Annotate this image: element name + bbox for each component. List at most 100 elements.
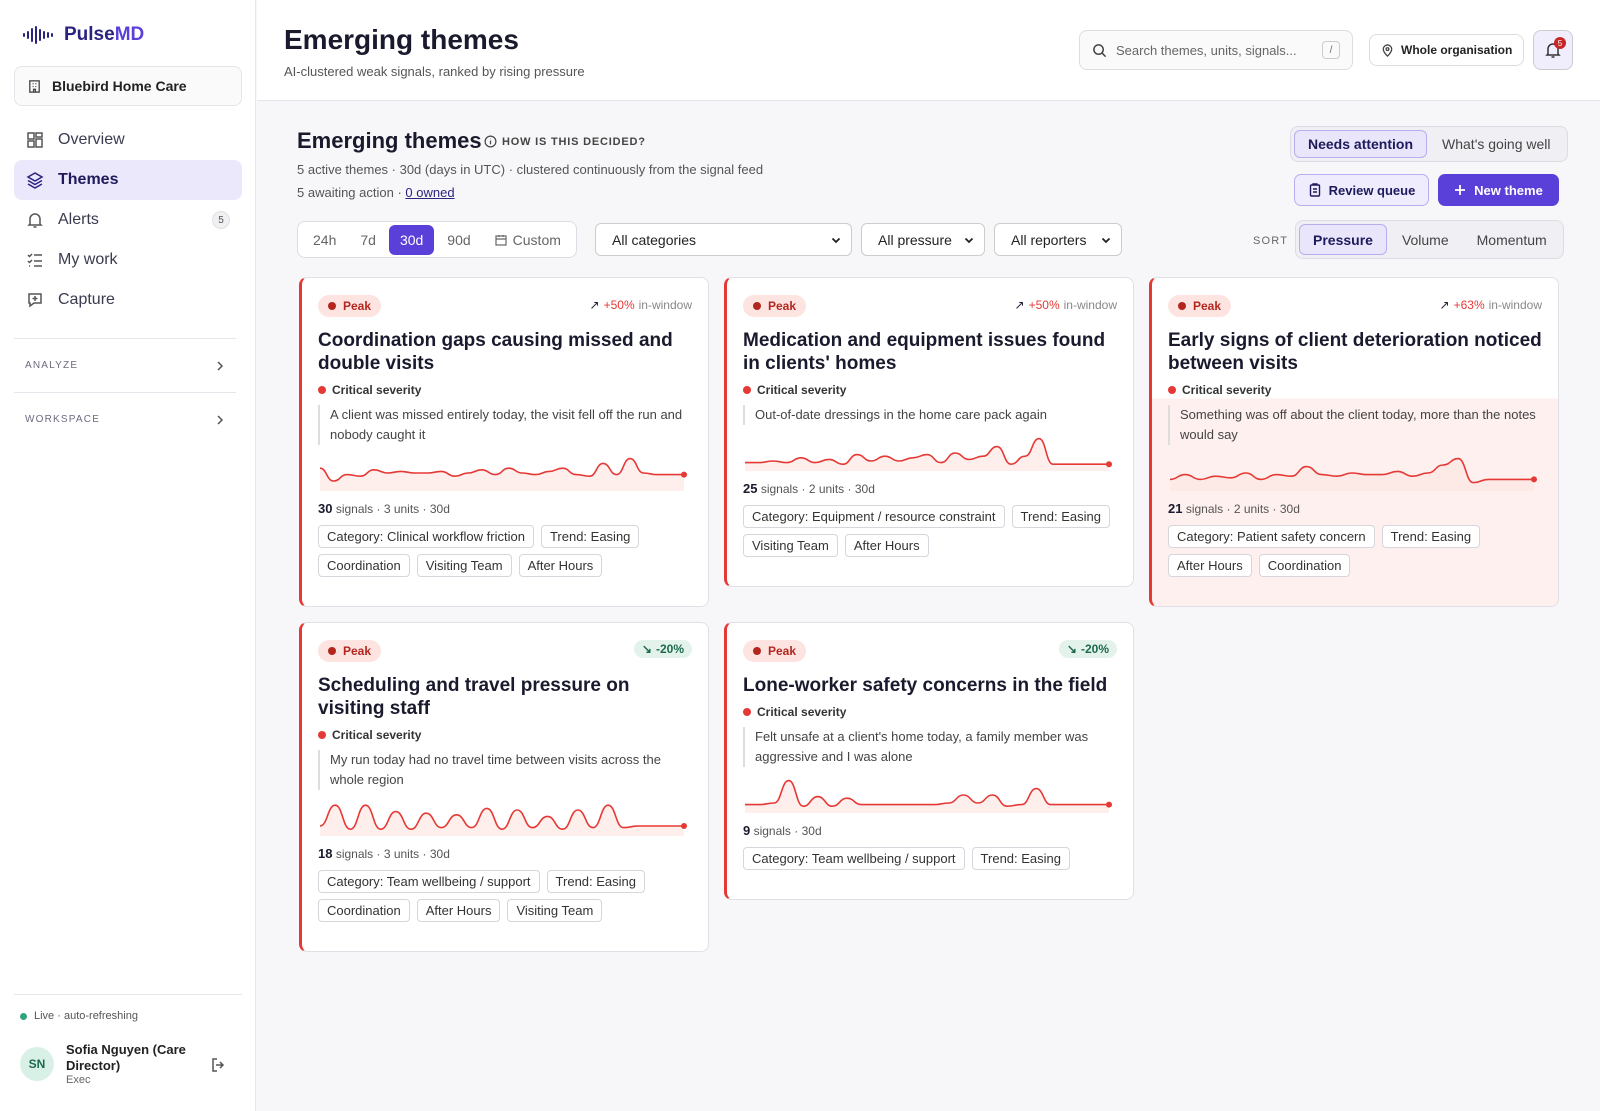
range-90d[interactable]: 90d: [447, 231, 471, 248]
theme-tag[interactable]: Visiting Team: [743, 534, 838, 557]
scope-selector[interactable]: Whole organisation: [1369, 34, 1525, 66]
theme-title[interactable]: Early signs of client deterioration noti…: [1168, 330, 1542, 374]
theme-tag[interactable]: Category: Team wellbeing / support: [318, 870, 540, 893]
divider: [14, 994, 242, 995]
trend-indicator: ↘ -20%: [1058, 640, 1117, 658]
sidebar-nav: Overview Themes Alerts 5 My work Capture: [14, 120, 242, 320]
range-custom-label: Custom: [512, 231, 561, 248]
theme-card[interactable]: Peak ↗ +63% in-window Early signs of client …: [1149, 277, 1559, 607]
theme-tag[interactable]: Category: Patient safety concern: [1168, 525, 1375, 548]
range-7d[interactable]: 7d: [360, 231, 376, 248]
section-analyze[interactable]: ANALYZE: [14, 338, 236, 392]
notification-count-badge: 5: [1554, 37, 1566, 49]
sparkline-line: [319, 457, 684, 482]
live-dot-icon: [20, 1012, 27, 1020]
sort-volume[interactable]: Volume: [1401, 231, 1449, 248]
sidebar-item-label: Themes: [58, 171, 119, 188]
new-theme-button[interactable]: New theme: [1438, 174, 1559, 206]
how-decided-link[interactable]: HOW IS THIS DECIDED?: [484, 135, 646, 148]
sidebar-item-label: Overview: [58, 131, 125, 148]
theme-tag[interactable]: Category: Clinical workflow friction: [318, 525, 534, 548]
section-label: ANALYZE: [25, 360, 79, 371]
theme-card[interactable]: Peak ↘ -20% Lone-worker safety concerns in …: [724, 622, 1134, 900]
theme-tag[interactable]: Trend: Easing: [1381, 525, 1481, 548]
sort-pressure[interactable]: Pressure: [1299, 224, 1387, 255]
section-label: WORKSPACE: [25, 414, 101, 425]
theme-tag[interactable]: Category: Equipment / resource constrain…: [743, 505, 1005, 528]
chevron-down-icon: [1101, 237, 1111, 243]
theme-tag[interactable]: After Hours: [844, 534, 929, 557]
range-30d[interactable]: 30d: [388, 224, 435, 255]
theme-card[interactable]: Peak ↗ +50% in-window Medication and equipme…: [724, 277, 1134, 587]
live-text: Live · auto-refreshing: [34, 1010, 138, 1022]
pressure-pill: Peak: [1168, 295, 1232, 317]
theme-tag[interactable]: Coordination: [318, 899, 410, 922]
review-queue-button[interactable]: Review queue: [1294, 174, 1429, 206]
signal-count: 18: [318, 846, 333, 861]
app-logo[interactable]: PulseMD: [22, 24, 144, 46]
reporters-filter[interactable]: All reporters: [994, 223, 1122, 256]
awaiting-meta: 5 awaiting action · 0 owned: [297, 185, 455, 200]
search-shortcut: /: [1322, 41, 1340, 59]
theme-tag[interactable]: Category: Team wellbeing / support: [743, 847, 965, 870]
trend-indicator: ↗ +50% in-window: [590, 298, 692, 312]
section-workspace[interactable]: WORKSPACE: [14, 392, 236, 446]
owned-link[interactable]: 0 owned: [405, 185, 455, 200]
signal-quote: My run today had no travel time between …: [318, 750, 688, 790]
scope-label: Whole organisation: [1401, 43, 1513, 57]
top-bar: Emerging themes AI-clustered weak signal…: [257, 0, 1600, 101]
theme-tag[interactable]: Coordination: [1258, 554, 1351, 577]
user-profile[interactable]: SN Sofia Nguyen (Care Director) Exec: [20, 1042, 206, 1086]
sparkline-area: [745, 780, 1109, 813]
severity-label: Critical severity: [318, 728, 421, 742]
tag-list: Category: Team wellbeing / support Trend:…: [318, 870, 698, 922]
theme-title[interactable]: Coordination gaps causing missed and dou…: [318, 330, 673, 374]
theme-tag[interactable]: After Hours: [518, 554, 603, 577]
sidebar-item-alerts[interactable]: Alerts 5: [14, 200, 242, 240]
theme-tag[interactable]: After Hours: [416, 899, 501, 922]
theme-card[interactable]: Peak ↘ -20% Scheduling and travel pressure …: [299, 622, 709, 952]
sparkline-chart: [745, 437, 1112, 471]
how-decided-text: HOW IS THIS DECIDED?: [502, 135, 646, 148]
theme-tag[interactable]: Visiting Team: [507, 899, 603, 922]
category-filter[interactable]: All categories: [595, 223, 852, 256]
bell-icon: [27, 213, 43, 228]
notifications-button[interactable]: 5: [1533, 30, 1573, 70]
search-input[interactable]: Search themes, units, signals... /: [1079, 30, 1353, 70]
pressure-filter[interactable]: All pressure: [861, 223, 985, 256]
awaiting-text: 5 awaiting action ·: [297, 185, 406, 200]
theme-title[interactable]: Lone-worker safety concerns in the field: [743, 675, 1108, 696]
pressure-pill: Peak: [743, 640, 807, 662]
arrow-up-right-icon: ↗: [1439, 298, 1450, 312]
pressure-pill-label: Peak: [343, 644, 372, 658]
theme-title[interactable]: Scheduling and travel pressure on visiti…: [318, 675, 630, 719]
pressure-dot-icon: [328, 302, 336, 310]
tag-list: Category: Equipment / resource constrain…: [743, 505, 1123, 557]
theme-tag[interactable]: Trend: Easing: [540, 525, 640, 548]
sort-momentum[interactable]: Momentum: [1476, 231, 1547, 248]
theme-tag[interactable]: Trend: Easing: [1011, 505, 1110, 528]
logo-text: Pulse: [64, 24, 115, 45]
theme-tag[interactable]: Coordination: [318, 554, 410, 577]
theme-tag[interactable]: Trend: Easing: [546, 870, 645, 893]
logout-icon[interactable]: [210, 1056, 228, 1074]
toggle-needs-attention[interactable]: Needs attention: [1294, 130, 1428, 158]
pressure-pill: Peak: [318, 295, 382, 317]
theme-tag[interactable]: Visiting Team: [416, 554, 512, 577]
alerts-count-badge: 5: [212, 211, 230, 229]
sidebar-item-themes[interactable]: Themes: [14, 160, 242, 200]
range-24h[interactable]: 24h: [313, 231, 337, 248]
theme-card[interactable]: Peak ↗ +50% in-window Coordination gaps caus…: [299, 277, 709, 607]
sidebar-item-overview[interactable]: Overview: [14, 120, 242, 160]
toggle-whats-going-well[interactable]: What's going well: [1442, 136, 1551, 152]
theme-tag[interactable]: After Hours: [1168, 554, 1252, 577]
sidebar-item-capture[interactable]: Capture: [14, 280, 242, 320]
org-switcher[interactable]: Bluebird Home Care: [14, 66, 242, 106]
theme-tag[interactable]: Trend: Easing: [971, 847, 1070, 870]
sidebar-item-my-work[interactable]: My work: [14, 240, 242, 280]
range-custom[interactable]: Custom: [484, 225, 572, 255]
tag-list: Category: Clinical workflow friction Tren…: [318, 525, 698, 577]
theme-title[interactable]: Medication and equipment issues found in…: [743, 330, 1106, 374]
sparkline-line: [1169, 457, 1534, 484]
sidebar-item-label: Capture: [58, 291, 115, 308]
